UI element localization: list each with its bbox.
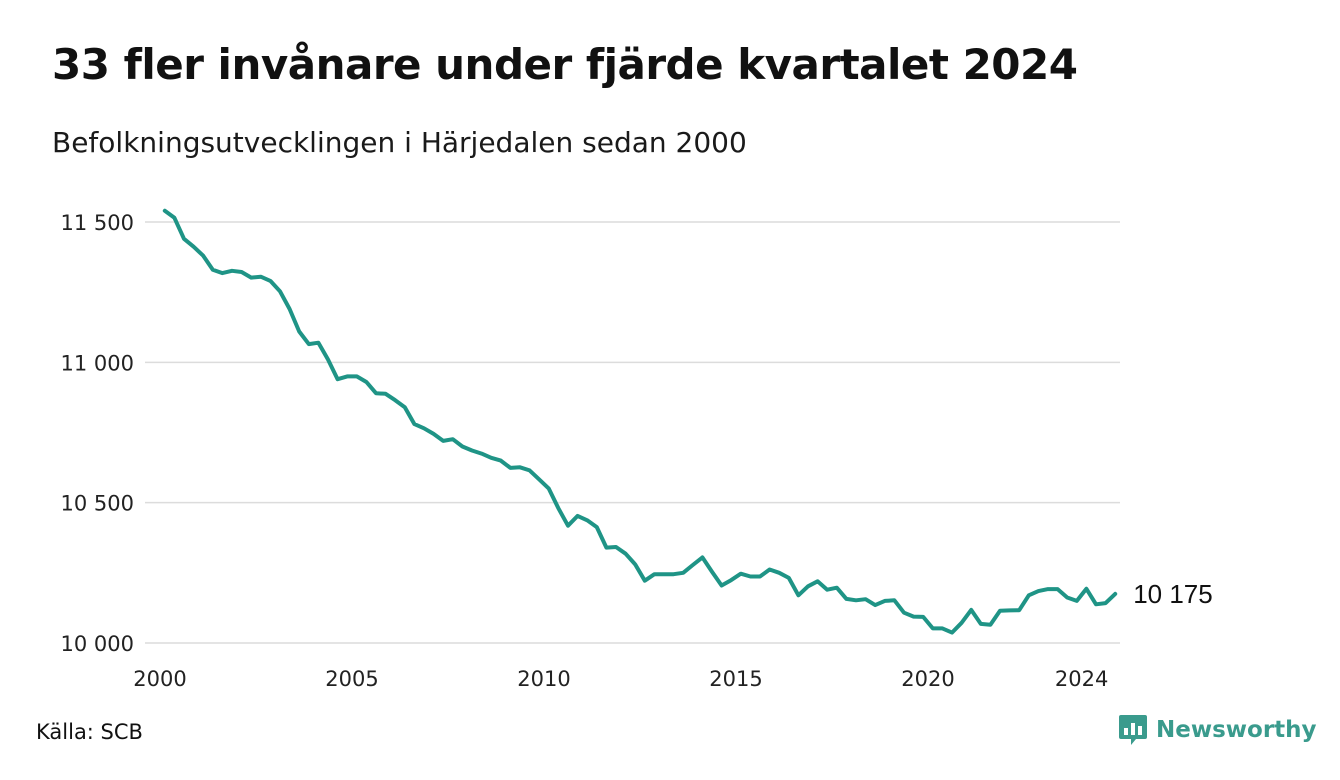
x-axis-ticks: 2000 2005 2010 2015 2020 2024 bbox=[133, 667, 1108, 691]
x-tick-label: 2000 bbox=[133, 667, 186, 691]
y-tick-label: 11 500 bbox=[61, 211, 134, 235]
x-tick-label: 2020 bbox=[901, 667, 954, 691]
gridlines bbox=[145, 221, 1120, 644]
x-tick-label: 2015 bbox=[709, 667, 762, 691]
y-tick-label: 10 000 bbox=[61, 632, 134, 656]
x-tick-label: 2005 bbox=[325, 667, 378, 691]
series-group bbox=[162, 208, 1118, 635]
chart-subtitle: Befolkningsutvecklingen i Härjedalen sed… bbox=[52, 126, 747, 159]
line-chart: 10 000 10 500 11 000 11 500 2000 2005 2010 201… bbox=[61, 208, 1213, 691]
newsworthy-logo-icon bbox=[1119, 715, 1147, 745]
end-value-label: 10 175 bbox=[1133, 579, 1213, 609]
brand-name: Newsworthy bbox=[1156, 717, 1317, 743]
x-tick-label: 2010 bbox=[517, 667, 570, 691]
brand-logo: Newsworthy bbox=[1118, 713, 1317, 747]
source-note: Källa: SCB bbox=[36, 720, 143, 744]
chart-title: 33 fler invånare under fjärde kvartalet … bbox=[52, 40, 1078, 89]
y-tick-label: 11 000 bbox=[61, 351, 134, 375]
series-line bbox=[162, 208, 1118, 635]
y-axis-ticks: 10 000 10 500 11 000 11 500 bbox=[61, 211, 134, 656]
y-tick-label: 10 500 bbox=[61, 492, 134, 516]
x-tick-label: 2024 bbox=[1055, 667, 1108, 691]
